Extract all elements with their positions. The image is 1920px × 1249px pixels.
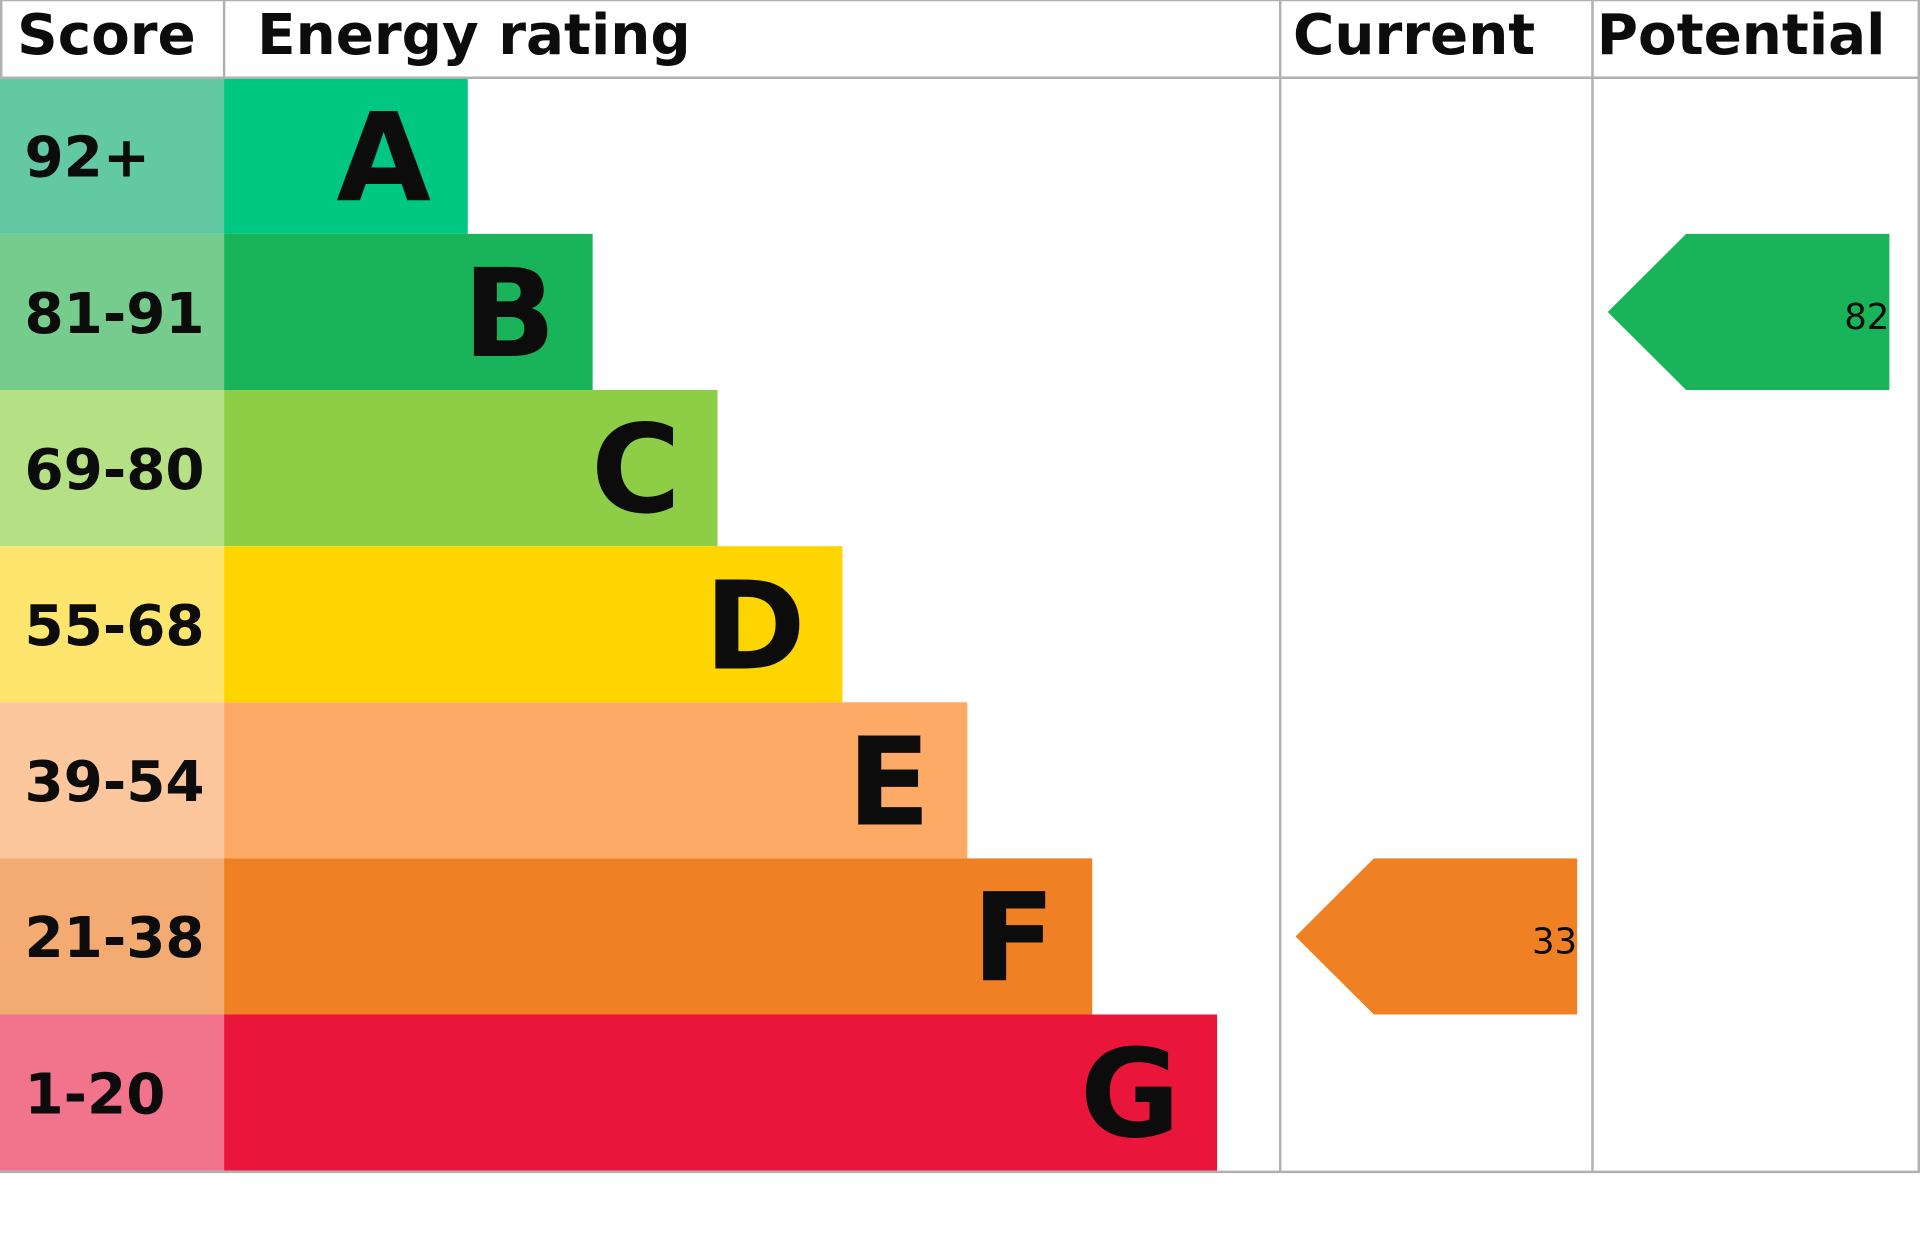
score-range: 21-38: [24, 906, 204, 971]
score-range: 1-20: [24, 1062, 165, 1127]
score-cell: [0, 77, 225, 234]
band-letter: G: [1080, 1023, 1181, 1166]
score-cell: [0, 546, 225, 703]
rating-bar: [224, 77, 468, 234]
potential-arrow: [1607, 233, 1890, 391]
score-cell: [0, 702, 225, 859]
potential-value: 82: [1844, 297, 1889, 338]
band-letter: E: [847, 710, 931, 853]
header-current: Current: [1293, 3, 1535, 68]
score-cell: [0, 233, 225, 391]
score-cell: [0, 1014, 225, 1171]
score-range: 69-80: [24, 438, 204, 503]
band-letter: D: [704, 554, 806, 697]
score-cell: [0, 390, 225, 547]
score-range: 39-54: [24, 750, 204, 815]
rating-bar: [224, 546, 843, 703]
rating-bar: [224, 390, 718, 547]
band-letter: F: [972, 867, 1056, 1010]
rating-bar: [224, 1014, 1218, 1171]
current-value: 33: [1532, 922, 1577, 963]
rating-bar: [224, 233, 593, 391]
score-range: 81-91: [24, 282, 204, 347]
band-letter: A: [336, 86, 431, 229]
score-cell: [0, 858, 225, 1015]
header-potential: Potential: [1597, 3, 1886, 68]
header-energy-rating: Energy rating: [257, 3, 691, 68]
rating-bar: [224, 858, 1093, 1015]
band-letter: B: [463, 242, 556, 385]
band-letter: C: [591, 398, 681, 541]
score-range: 92+: [24, 126, 150, 191]
current-arrow: [1295, 858, 1578, 1015]
score-range: 55-68: [24, 594, 204, 659]
rating-bar: [224, 702, 968, 859]
header-score: Score: [17, 3, 196, 68]
